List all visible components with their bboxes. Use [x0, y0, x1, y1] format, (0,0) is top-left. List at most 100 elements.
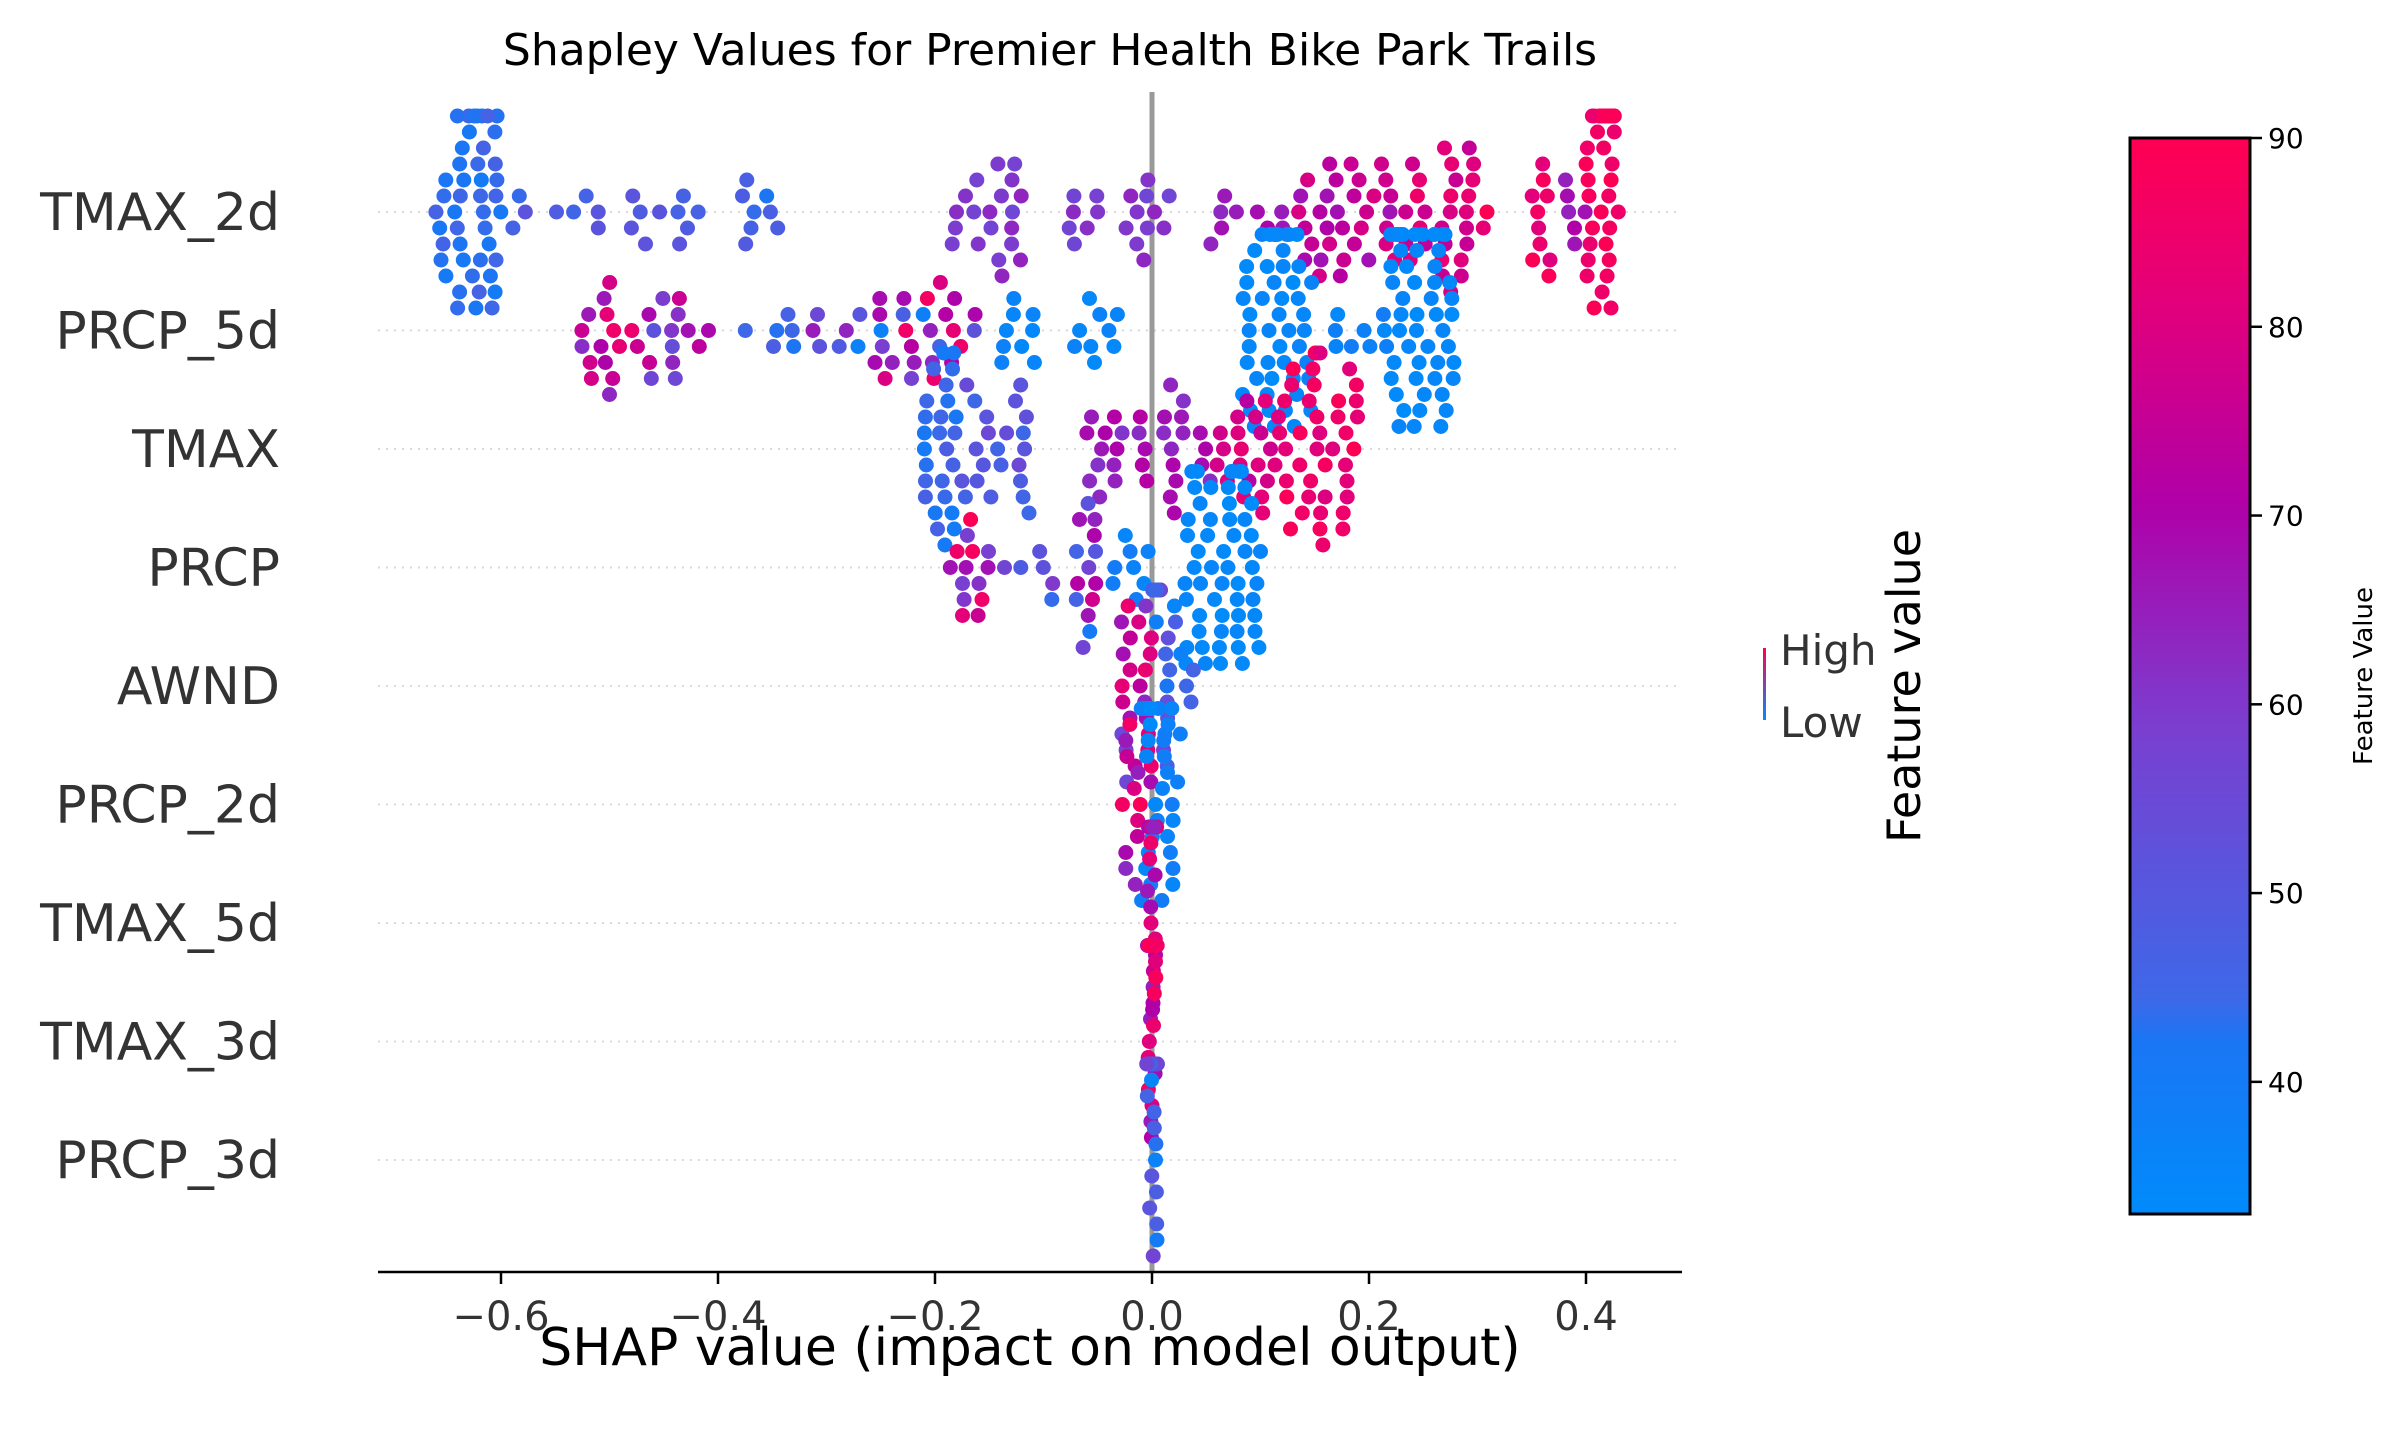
shap-point	[917, 489, 933, 505]
shap-point	[1301, 489, 1317, 505]
shap-point	[484, 300, 500, 316]
shap-point	[1383, 259, 1399, 274]
shap-point	[1328, 339, 1344, 354]
shap-point	[955, 608, 970, 623]
shap-point	[1161, 188, 1177, 204]
x-axis-label: SHAP value (impact on model output)	[539, 1318, 1520, 1378]
shap-point	[1339, 473, 1355, 489]
shap-point	[1406, 419, 1422, 434]
shap-point	[597, 355, 613, 370]
shap-point	[1315, 537, 1331, 553]
shap-point	[1127, 877, 1143, 892]
shap-point	[1317, 489, 1333, 505]
shap-point	[967, 307, 983, 322]
shap-point	[1296, 323, 1312, 338]
shap-point	[1281, 323, 1297, 338]
shap-point	[1130, 765, 1146, 780]
shap-point	[1459, 236, 1475, 252]
shap-point	[1120, 598, 1136, 614]
shap-point	[1465, 172, 1481, 188]
shap-point	[1094, 441, 1110, 457]
shap-point	[599, 307, 615, 322]
shap-point	[1446, 355, 1462, 370]
shap-point	[948, 409, 964, 425]
feature-labels: TMAX_2d PRCP_5d TMAX PRCP AWND PRCP_2d TMAX_5d…	[39, 183, 280, 1191]
shap-point	[1401, 339, 1417, 354]
shap-point	[1292, 425, 1308, 441]
shap-point	[999, 425, 1015, 441]
shap-point	[980, 425, 996, 441]
x-tick-label: −0.2	[886, 1294, 983, 1340]
shap-point	[1214, 576, 1230, 591]
shap-point	[1148, 970, 1164, 985]
shap-point	[1106, 339, 1122, 354]
shap-point	[1599, 268, 1615, 284]
shap-point	[810, 307, 825, 322]
shap-point	[1525, 252, 1541, 268]
shap-point	[949, 204, 964, 220]
shap-point	[482, 268, 498, 284]
shap-point	[1156, 220, 1172, 236]
shap-point	[932, 425, 948, 441]
shap-point	[1203, 480, 1219, 495]
shap-point	[1427, 371, 1443, 386]
shap-point	[1204, 560, 1219, 575]
shap-point	[998, 323, 1014, 338]
shap-point	[1174, 409, 1189, 425]
shap-point	[937, 489, 953, 505]
shap-point	[1601, 188, 1617, 204]
shap-point	[1066, 236, 1082, 252]
shap-point	[1147, 204, 1162, 220]
shap-point	[1106, 409, 1122, 425]
shap-point	[1122, 717, 1138, 732]
colorbar-label: Feature Value	[2349, 587, 2379, 765]
shap-point	[1385, 227, 1401, 242]
shap-point	[852, 307, 868, 322]
shap-point	[675, 188, 691, 204]
shap-point	[1131, 425, 1147, 441]
shap-point	[1443, 188, 1459, 204]
shap-point	[1117, 528, 1133, 543]
shap-point	[1139, 473, 1155, 489]
shap-point	[1143, 701, 1158, 716]
row-gridlines	[378, 211, 1682, 1161]
shap-point	[974, 592, 990, 607]
colorbar-tick-label: 50	[2268, 877, 2304, 910]
shap-point	[1025, 323, 1041, 338]
shap-point	[1530, 204, 1546, 220]
shap-point	[994, 355, 1010, 370]
shap-point	[1420, 339, 1436, 354]
shap-point	[1164, 701, 1180, 716]
shap-point	[947, 220, 963, 236]
shap-point	[939, 441, 955, 457]
shap-point	[1375, 307, 1391, 322]
shap-point	[877, 371, 893, 386]
shap-point	[1085, 592, 1100, 607]
shap-point	[1433, 419, 1449, 434]
shap-point	[1431, 243, 1447, 258]
feature-label: PRCP_3d	[55, 1131, 280, 1191]
shap-point	[1306, 377, 1322, 393]
chart-title: Shapley Values for Premier Health Bike P…	[503, 25, 1597, 76]
shap-point	[602, 275, 618, 290]
shap-point	[590, 204, 606, 220]
shap-point	[1148, 1152, 1163, 1168]
shap-point	[1146, 1120, 1162, 1136]
shap-point	[1598, 236, 1614, 252]
shap-point	[922, 323, 938, 338]
shap-point	[643, 371, 659, 386]
shap-point	[896, 291, 912, 306]
shap-point	[916, 425, 932, 441]
shap-point	[632, 204, 648, 220]
shap-point	[1253, 544, 1268, 559]
shap-point	[991, 252, 1007, 268]
shap-point	[1132, 678, 1148, 694]
shap-point	[690, 204, 706, 220]
shap-point	[1097, 425, 1113, 441]
shap-point	[1376, 323, 1392, 338]
shap-point	[1013, 188, 1029, 204]
shap-point	[1601, 252, 1617, 268]
shap-point	[895, 307, 911, 322]
shap-point	[623, 220, 639, 236]
feature-label: TMAX_2d	[39, 183, 280, 243]
